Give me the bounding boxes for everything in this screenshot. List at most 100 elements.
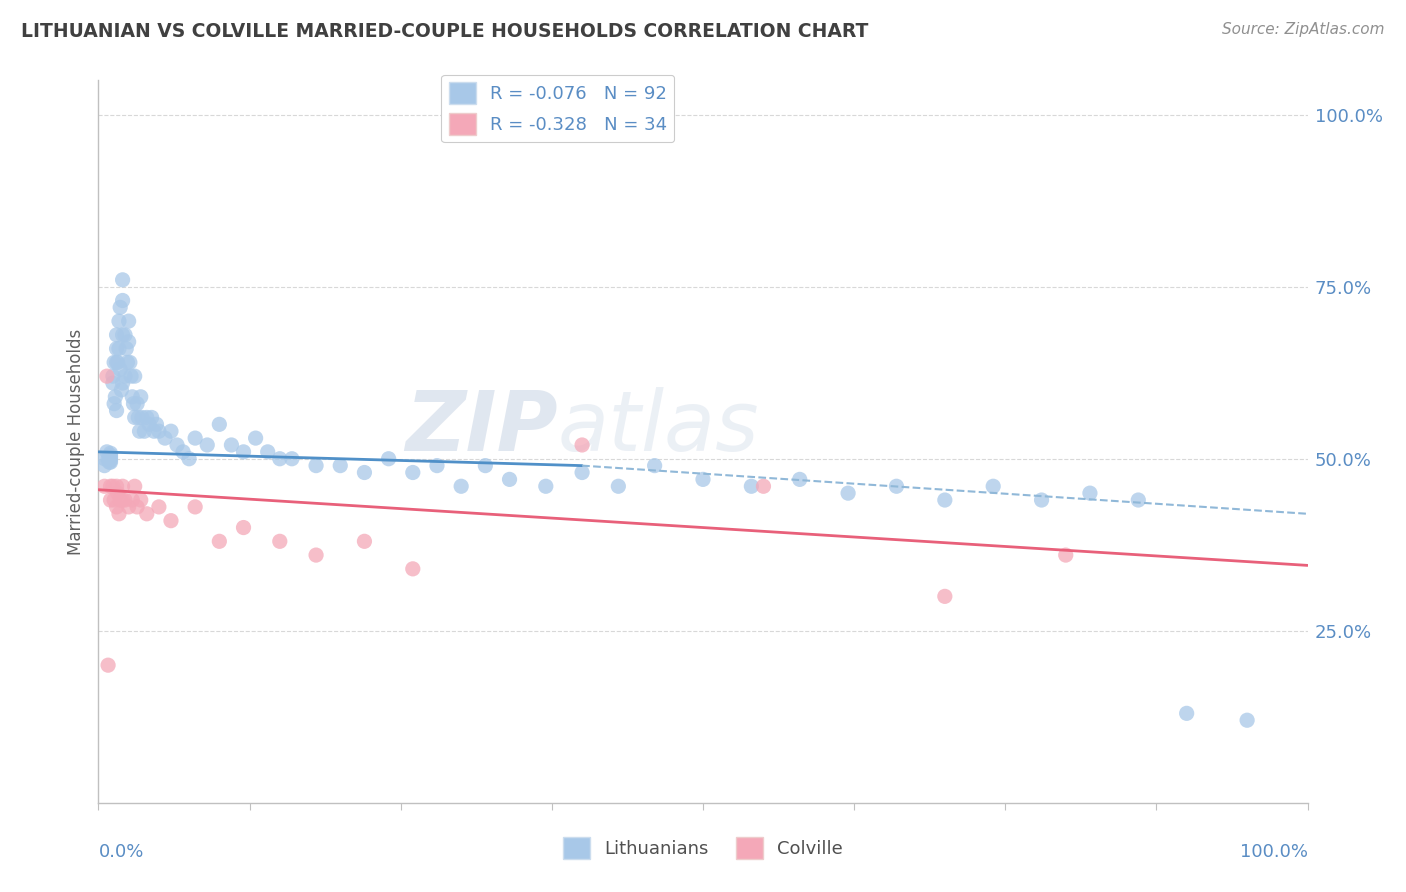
Point bbox=[269, 534, 291, 549]
Point bbox=[111, 273, 134, 287]
Point bbox=[111, 293, 134, 308]
Point bbox=[98, 455, 121, 469]
Text: ZIP: ZIP bbox=[405, 386, 558, 467]
Point bbox=[105, 479, 128, 493]
Point bbox=[740, 479, 762, 493]
Text: LITHUANIAN VS COLVILLE MARRIED-COUPLE HOUSEHOLDS CORRELATION CHART: LITHUANIAN VS COLVILLE MARRIED-COUPLE HO… bbox=[21, 22, 869, 41]
Text: Source: ZipAtlas.com: Source: ZipAtlas.com bbox=[1222, 22, 1385, 37]
Point bbox=[96, 445, 118, 459]
Point bbox=[377, 451, 399, 466]
Point bbox=[101, 369, 124, 384]
Point bbox=[1236, 713, 1258, 727]
Point bbox=[124, 369, 146, 384]
Point bbox=[105, 355, 128, 369]
Point bbox=[121, 390, 143, 404]
Point bbox=[100, 479, 122, 493]
Point bbox=[114, 493, 136, 508]
Point bbox=[111, 327, 134, 342]
Point bbox=[108, 362, 131, 376]
Point bbox=[752, 479, 775, 493]
Point bbox=[166, 438, 188, 452]
Point bbox=[143, 424, 166, 438]
Point bbox=[104, 390, 127, 404]
Point bbox=[141, 410, 163, 425]
Point bbox=[305, 458, 328, 473]
Point bbox=[221, 438, 243, 452]
Point bbox=[934, 590, 956, 604]
Point bbox=[114, 369, 136, 384]
Point bbox=[184, 431, 207, 445]
Point bbox=[101, 376, 124, 390]
Point bbox=[118, 334, 141, 349]
Point bbox=[93, 458, 115, 473]
Point bbox=[160, 424, 183, 438]
Point bbox=[172, 445, 194, 459]
Point bbox=[127, 500, 149, 514]
Point bbox=[305, 548, 328, 562]
Point bbox=[208, 417, 231, 432]
Point bbox=[110, 383, 132, 397]
Point bbox=[115, 342, 138, 356]
Point bbox=[108, 493, 131, 508]
Point bbox=[105, 327, 128, 342]
Point bbox=[195, 438, 218, 452]
Point bbox=[607, 479, 630, 493]
Point bbox=[100, 448, 122, 462]
Point bbox=[886, 479, 908, 493]
Point bbox=[111, 376, 134, 390]
Point bbox=[127, 397, 149, 411]
Point bbox=[1128, 493, 1150, 508]
Point bbox=[135, 507, 157, 521]
Point bbox=[232, 520, 254, 534]
Point bbox=[97, 451, 120, 466]
Point bbox=[498, 472, 520, 486]
Text: atlas: atlas bbox=[558, 386, 759, 467]
Point bbox=[111, 479, 134, 493]
Point bbox=[107, 355, 129, 369]
Point bbox=[108, 507, 131, 521]
Point bbox=[789, 472, 811, 486]
Point bbox=[121, 493, 143, 508]
Point bbox=[93, 451, 115, 466]
Point bbox=[108, 301, 131, 315]
Point bbox=[232, 445, 254, 459]
Point bbox=[1175, 706, 1198, 721]
Point bbox=[353, 534, 375, 549]
Point bbox=[131, 410, 153, 425]
Point bbox=[97, 658, 120, 673]
Point bbox=[114, 327, 136, 342]
Point bbox=[135, 410, 157, 425]
Point bbox=[426, 458, 449, 473]
Point bbox=[100, 453, 122, 467]
Point bbox=[571, 438, 593, 452]
Point bbox=[103, 355, 125, 369]
Point bbox=[93, 479, 115, 493]
Point bbox=[644, 458, 666, 473]
Point bbox=[402, 466, 425, 480]
Point bbox=[108, 342, 131, 356]
Point bbox=[96, 369, 118, 384]
Point bbox=[134, 424, 156, 438]
Point bbox=[153, 431, 176, 445]
Point bbox=[124, 410, 146, 425]
Point bbox=[122, 397, 145, 411]
Point bbox=[105, 342, 128, 356]
Point bbox=[474, 458, 496, 473]
Point bbox=[245, 431, 267, 445]
Point bbox=[108, 314, 131, 328]
Point bbox=[184, 500, 207, 514]
Point bbox=[269, 451, 291, 466]
Point bbox=[107, 486, 129, 500]
Point bbox=[103, 397, 125, 411]
Point bbox=[148, 500, 170, 514]
Point bbox=[329, 458, 352, 473]
Point bbox=[145, 417, 167, 432]
Point bbox=[534, 479, 557, 493]
Point bbox=[118, 314, 141, 328]
Text: 100.0%: 100.0% bbox=[1240, 843, 1308, 861]
Point bbox=[571, 466, 593, 480]
Point bbox=[111, 493, 134, 508]
Point bbox=[118, 500, 141, 514]
Point bbox=[148, 424, 170, 438]
Point bbox=[281, 451, 304, 466]
